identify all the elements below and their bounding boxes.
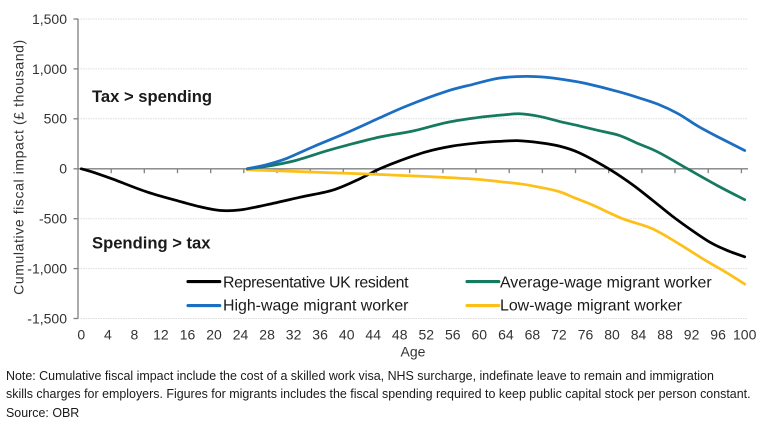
svg-text:Tax > spending: Tax > spending bbox=[92, 87, 212, 106]
svg-text:Cumulative fiscal impact (£ th: Cumulative fiscal impact (£ thousand) bbox=[11, 39, 27, 295]
svg-text:Spending > tax: Spending > tax bbox=[92, 234, 211, 253]
svg-text:0: 0 bbox=[77, 327, 85, 343]
svg-text:68: 68 bbox=[525, 327, 541, 343]
svg-text:40: 40 bbox=[339, 327, 355, 343]
svg-text:28: 28 bbox=[259, 327, 275, 343]
svg-text:52: 52 bbox=[419, 327, 435, 343]
svg-text:High-wage migrant worker: High-wage migrant worker bbox=[223, 298, 409, 315]
svg-text:76: 76 bbox=[578, 327, 594, 343]
svg-text:96: 96 bbox=[710, 327, 726, 343]
svg-text:Average-wage migrant worker: Average-wage migrant worker bbox=[500, 274, 712, 291]
svg-text:1,000: 1,000 bbox=[32, 61, 67, 77]
svg-text:Low-wage migrant worker: Low-wage migrant worker bbox=[500, 298, 683, 315]
svg-text:Representative UK resident: Representative UK resident bbox=[223, 274, 409, 291]
svg-text:12: 12 bbox=[153, 327, 169, 343]
svg-text:36: 36 bbox=[312, 327, 328, 343]
svg-text:92: 92 bbox=[684, 327, 700, 343]
svg-text:24: 24 bbox=[233, 327, 249, 343]
svg-text:32: 32 bbox=[286, 327, 302, 343]
svg-text:-1,000: -1,000 bbox=[27, 261, 67, 277]
svg-text:100: 100 bbox=[733, 327, 757, 343]
svg-text:Age: Age bbox=[401, 344, 426, 360]
svg-text:1,500: 1,500 bbox=[32, 11, 67, 27]
svg-text:84: 84 bbox=[631, 327, 647, 343]
svg-text:80: 80 bbox=[604, 327, 620, 343]
svg-text:60: 60 bbox=[472, 327, 488, 343]
svg-text:88: 88 bbox=[657, 327, 673, 343]
svg-text:4: 4 bbox=[104, 327, 112, 343]
svg-text:16: 16 bbox=[180, 327, 196, 343]
svg-text:500: 500 bbox=[44, 111, 68, 127]
svg-text:-500: -500 bbox=[39, 211, 67, 227]
svg-text:-1,500: -1,500 bbox=[27, 310, 67, 326]
svg-text:72: 72 bbox=[551, 327, 567, 343]
svg-text:64: 64 bbox=[498, 327, 514, 343]
svg-text:0: 0 bbox=[59, 161, 67, 177]
svg-text:44: 44 bbox=[365, 327, 381, 343]
svg-text:56: 56 bbox=[445, 327, 461, 343]
svg-text:20: 20 bbox=[206, 327, 222, 343]
svg-text:48: 48 bbox=[392, 327, 408, 343]
svg-text:8: 8 bbox=[131, 327, 139, 343]
